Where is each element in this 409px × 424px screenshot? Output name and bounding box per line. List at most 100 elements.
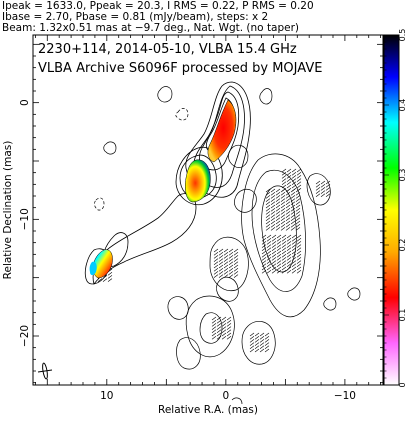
polarization-vector bbox=[265, 217, 271, 222]
polarization-vector bbox=[218, 261, 224, 266]
polarization-vector bbox=[291, 253, 297, 258]
polarization-vector bbox=[275, 227, 281, 231]
polarization-vector bbox=[276, 234, 282, 239]
polarization-vector bbox=[281, 171, 287, 176]
polarization-vector bbox=[280, 201, 286, 206]
polarization-vector bbox=[265, 201, 271, 206]
polarization-vector bbox=[291, 260, 297, 264]
polarization-vector bbox=[290, 227, 296, 231]
polarization-vector bbox=[261, 241, 267, 245]
polarization-vector bbox=[295, 214, 301, 218]
polarization-vector bbox=[223, 274, 229, 278]
polarization-vector bbox=[291, 266, 297, 271]
polarization-vector bbox=[280, 227, 286, 231]
polarization-vector bbox=[290, 217, 296, 222]
polarization-vector bbox=[218, 255, 224, 259]
polarization-vector bbox=[221, 319, 227, 324]
polarization-vector bbox=[233, 261, 239, 266]
polarization-vector bbox=[271, 237, 277, 242]
polarization-vector bbox=[266, 263, 272, 268]
polarization-vector bbox=[320, 180, 326, 185]
polarization-vector bbox=[286, 187, 292, 192]
polarization-vector bbox=[295, 223, 301, 228]
polarization-vector bbox=[290, 201, 296, 206]
polarization-vector bbox=[296, 250, 302, 255]
polarization-vector bbox=[286, 257, 292, 261]
header-line-1: Ipeak = 1633.0, Ppeak = 20.3, I RMS = 0.… bbox=[2, 0, 314, 12]
polarization-vector bbox=[281, 253, 287, 258]
polarization-vector bbox=[228, 258, 234, 262]
polarization-vector bbox=[286, 269, 292, 274]
polarization-vector bbox=[281, 244, 287, 248]
polarization-vector bbox=[261, 266, 267, 271]
polarization-vector bbox=[221, 323, 227, 327]
polarization-vector bbox=[320, 193, 326, 198]
polarization-vector bbox=[259, 342, 265, 346]
y-tick-label: 0 bbox=[19, 99, 31, 106]
colorbar-tick-label: 0.5 bbox=[398, 29, 407, 42]
polarization-vector bbox=[216, 329, 222, 334]
polarization-vector bbox=[216, 319, 222, 324]
polarization-vector bbox=[285, 223, 291, 228]
polarization-vector bbox=[270, 191, 276, 196]
polarization-vector bbox=[261, 237, 267, 242]
polarization-vector bbox=[271, 260, 277, 264]
polarization-vector bbox=[280, 217, 286, 222]
polarization-color-patches bbox=[89, 99, 237, 279]
polarization-vector bbox=[254, 332, 260, 337]
polarization-vector bbox=[233, 255, 239, 259]
polarization-vector bbox=[265, 207, 271, 212]
polarization-vector bbox=[280, 204, 286, 209]
polarization-vector bbox=[213, 248, 219, 253]
polarization-vector bbox=[285, 207, 291, 212]
knot-2-polarization-edge bbox=[89, 261, 97, 275]
polarization-vector bbox=[259, 339, 265, 343]
polarization-vector bbox=[285, 201, 291, 206]
polarization-vector bbox=[291, 237, 297, 242]
polarization-vector bbox=[291, 181, 297, 186]
polarization-vector bbox=[295, 217, 301, 222]
polarization-vector bbox=[271, 244, 277, 248]
polarization-vector bbox=[275, 198, 281, 202]
polarization-vector bbox=[286, 181, 292, 186]
polarization-vector bbox=[261, 260, 267, 264]
polarization-vectors bbox=[97, 168, 331, 353]
polarization-vector bbox=[266, 247, 272, 252]
polarization-vector bbox=[265, 191, 271, 196]
polarization-vector bbox=[249, 332, 255, 337]
polarization-vector bbox=[211, 329, 217, 334]
polarization-vector bbox=[221, 332, 227, 337]
polarization-vector bbox=[216, 326, 222, 330]
polarization-vector bbox=[290, 220, 296, 225]
polarization-vector bbox=[315, 180, 321, 185]
polarization-vector bbox=[265, 223, 271, 228]
map-title-line-2: VLBA Archive S6096F processed by MOJAVE bbox=[38, 61, 322, 76]
polarization-vector bbox=[295, 211, 301, 215]
extended-emission-contours bbox=[94, 86, 361, 405]
polarization-vector bbox=[286, 237, 292, 242]
polarization-vector bbox=[286, 241, 292, 245]
polarization-vector bbox=[265, 204, 271, 209]
polarization-vector bbox=[281, 187, 287, 192]
polarization-vector bbox=[249, 348, 255, 353]
polarization-vector bbox=[226, 323, 232, 327]
polarization-vector bbox=[285, 195, 291, 199]
polarization-vector bbox=[285, 214, 291, 218]
polarization-vector bbox=[261, 253, 267, 258]
plot-frame bbox=[32, 34, 384, 386]
polarization-vector bbox=[213, 261, 219, 266]
polarization-vector bbox=[286, 178, 292, 182]
polarization-vector bbox=[281, 263, 287, 268]
polarization-vector bbox=[264, 345, 270, 350]
polarization-vector bbox=[254, 339, 260, 343]
polarization-vector bbox=[249, 345, 255, 350]
polarization-vector bbox=[281, 257, 287, 261]
polarization-vector bbox=[223, 255, 229, 259]
polarization-vector bbox=[291, 241, 297, 245]
polarization-vector bbox=[296, 244, 302, 248]
polarization-vector bbox=[266, 237, 272, 242]
polarization-vector bbox=[211, 319, 217, 324]
polarization-vector bbox=[290, 223, 296, 228]
polarization-vector bbox=[97, 278, 103, 282]
polarization-vector bbox=[291, 244, 297, 248]
